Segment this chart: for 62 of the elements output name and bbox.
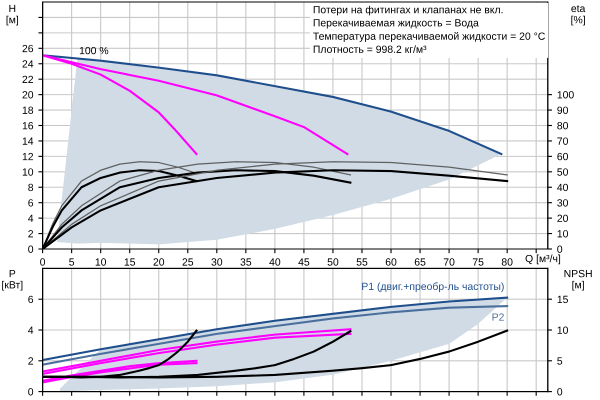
y-tick-label: 2 — [28, 230, 34, 238]
x-tick-label: 35 — [240, 258, 252, 266]
x-tick-label: 40 — [269, 258, 280, 266]
y-axis-title: H [м] — [6, 4, 18, 26]
y-tick-label: 16 — [22, 122, 34, 130]
y-tick-label: 4 — [28, 214, 34, 222]
y-tick-label: 14 — [22, 138, 34, 145]
x-tick-label: 75 — [472, 258, 484, 266]
y-tick-label: 6 — [28, 296, 34, 304]
y-axis-title: P [кВт] — [2, 270, 22, 291]
y2-tick-label: 60 — [557, 152, 568, 160]
y2-tick-label: 50 — [557, 168, 568, 176]
y-tick-label: 6 — [28, 199, 34, 207]
x-tick-label: 60 — [386, 258, 396, 266]
y2-axis-title: eta [%] — [571, 5, 586, 26]
y-tick-label: 22 — [22, 76, 34, 83]
y2-tick-label: 15 — [558, 296, 568, 304]
y2-tick-label: 90 — [557, 106, 568, 114]
y2-tick-label: 10 — [558, 230, 568, 238]
y2-tick-label: 0 — [557, 388, 562, 396]
x-tick-label: 15 — [124, 258, 136, 266]
y-tick-label: 24 — [22, 60, 34, 68]
series-label: P1 (двиг.+преобр-ль частоты) — [362, 282, 504, 292]
y2-tick-label: 5 — [557, 357, 562, 365]
y2-tick-label: 40 — [557, 184, 568, 192]
y-tick-label: 18 — [22, 106, 34, 114]
y2-tick-label: 30 — [557, 199, 568, 207]
y-tick-label: 0 — [28, 246, 34, 253]
x-tick-label: 20 — [153, 258, 164, 266]
y-tick-label: 8 — [28, 184, 34, 192]
y2-tick-label: 20 — [557, 214, 568, 222]
x-tick-label: 5 — [69, 258, 74, 266]
x-tick-label: 10 — [96, 258, 106, 266]
x-axis-title: Q [м³/ч] — [526, 254, 560, 264]
x-tick-label: 45 — [298, 258, 310, 266]
x-tick-label: 70 — [444, 258, 454, 266]
y2-tick-label: 80 — [557, 122, 568, 130]
annotation: Плотность = 998.2 кг/м³ — [314, 45, 426, 53]
x-tick-label: 25 — [182, 258, 194, 266]
y2-tick-label: 70 — [557, 137, 568, 145]
x-tick-label: 50 — [328, 258, 338, 266]
y-tick-label: 26 — [22, 44, 34, 52]
x-tick-label: 30 — [211, 258, 222, 266]
annotation: Потери на фитингах и клапанах не вкл. — [314, 6, 503, 16]
y-tick-label: 0 — [28, 388, 34, 396]
x-tick-label: 65 — [414, 258, 426, 266]
x-tick-label: 80 — [502, 258, 513, 266]
annotation: Температура перекачиваемой жидкости = 20 °C — [313, 32, 545, 42]
x-tick-label: 0 — [40, 258, 46, 266]
y-tick-label: 12 — [22, 152, 34, 160]
x-tick-label: 55 — [356, 258, 368, 266]
y2-tick-label: 0 — [557, 246, 562, 253]
y-tick-label: 20 — [22, 91, 34, 98]
y2-tick-label: 100 — [558, 91, 574, 98]
annotation: 100 % — [80, 46, 108, 54]
y-tick-label: 2 — [28, 357, 34, 365]
y-tick-label: 10 — [22, 168, 34, 176]
annotation: Перекачиваемая жидкость = Вода — [314, 19, 479, 29]
y2-tick-label: 10 — [558, 326, 568, 334]
y-tick-label: 4 — [28, 326, 34, 334]
series-label: P2 — [492, 313, 504, 321]
y2-axis-title: NPSH [м] — [564, 270, 592, 291]
